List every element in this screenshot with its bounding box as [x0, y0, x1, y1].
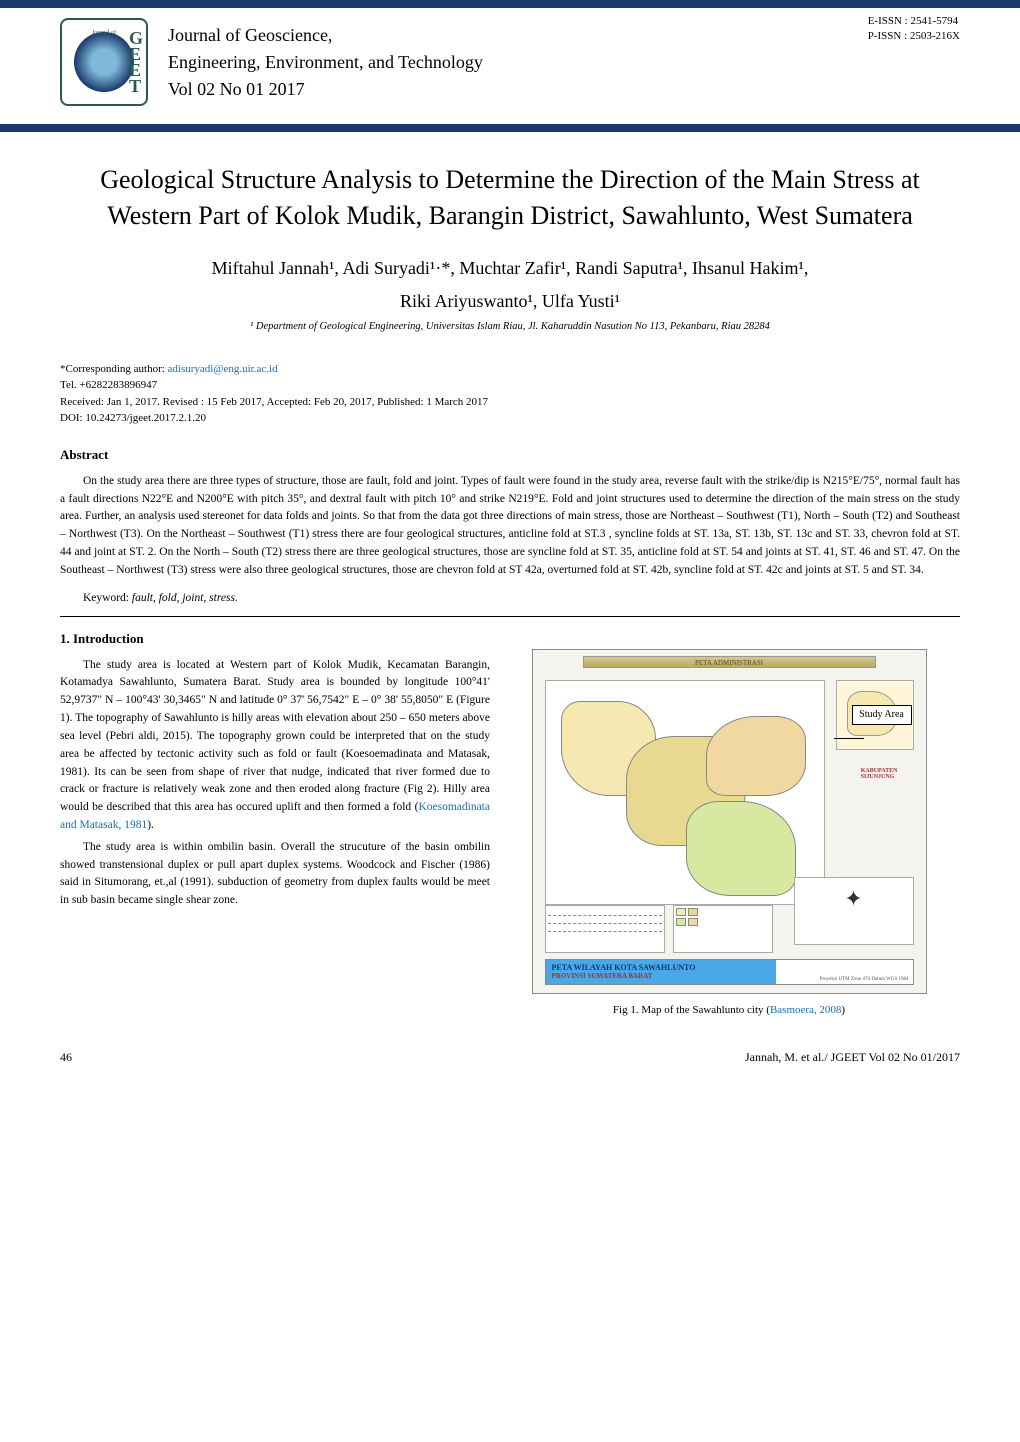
- intro-paragraph-1: The study area is located at Western par…: [60, 657, 490, 835]
- section-divider: [60, 616, 960, 617]
- map-title-band: PETA ADMINISTRASI: [583, 656, 876, 668]
- legend-row: [548, 924, 662, 932]
- corresponding-email-link[interactable]: adisuryadi@eng.uir.ac.id: [168, 363, 278, 375]
- doi-line: DOI: 10.24273/jgeet.2017.2.1.20: [60, 410, 960, 427]
- paper-title: Geological Structure Analysis to Determi…: [60, 162, 960, 235]
- compass-rose-icon: [794, 877, 914, 945]
- e-issn: E-ISSN : 2541-5794: [868, 14, 960, 29]
- logo-acronym: GEET: [129, 30, 142, 95]
- fig-caption-pre: Fig 1. Map of the Sawahlunto city (: [613, 1004, 770, 1016]
- corresponding-author: *Corresponding author: adisuryadi@eng.ui…: [60, 361, 960, 378]
- issn-block: E-ISSN : 2541-5794 P-ISSN : 2503-216X: [868, 14, 960, 45]
- intro-heading: 1. Introduction: [60, 631, 490, 647]
- map-legend-left: [545, 905, 665, 953]
- telephone: Tel. +6282283896947: [60, 377, 960, 394]
- top-bar: [0, 0, 1020, 8]
- fig-caption-post: ): [841, 1004, 845, 1016]
- journal-header: E-ISSN : 2541-5794 P-ISSN : 2503-216X GE…: [0, 8, 1020, 116]
- figure-1-caption: Fig 1. Map of the Sawahlunto city (Basmo…: [514, 1004, 944, 1016]
- legend-swatch: [688, 908, 698, 916]
- keywords-label: Keyword:: [83, 592, 132, 604]
- title-block: Geological Structure Analysis to Determi…: [0, 132, 1020, 347]
- legend-swatch: [676, 908, 686, 916]
- authors-line1: Miftahul Jannah¹, Adi Suryadi¹·*, Muchta…: [60, 255, 960, 282]
- keywords-line: Keyword: fault, fold, joint, stress.: [0, 592, 1020, 612]
- affiliation: ¹ Department of Geological Engineering, …: [60, 321, 960, 332]
- legend-swatch: [676, 918, 686, 926]
- figure-1-map: PETA ADMINISTRASI KABUPATENSOLOK Study A…: [532, 649, 927, 994]
- map-main-panel: [545, 680, 825, 905]
- abstract-heading: Abstract: [60, 447, 960, 463]
- page-footer: 46 Jannah, M. et al./ JGEET Vol 02 No 01…: [0, 1016, 1020, 1083]
- intro-paragraph-2: The study area is within ombilin basin. …: [60, 839, 490, 910]
- two-column-body: 1. Introduction The study area is locate…: [0, 631, 1020, 1016]
- intro-p1-end: ).: [147, 819, 154, 831]
- intro-p1-text: The study area is located at Western par…: [60, 659, 490, 814]
- authors-line2: Riki Ariyuswanto¹, Ulfa Yusti¹: [60, 288, 960, 315]
- map-band-label: PETA WILAYAH KOTA SAWAHLUNTO PROVINSI SU…: [546, 960, 776, 984]
- legend-swatch: [688, 918, 698, 926]
- page-number: 46: [60, 1050, 72, 1065]
- running-head: Jannah, M. et al./ JGEET Vol 02 No 01/20…: [745, 1050, 960, 1065]
- legend-swatch-row: [676, 908, 770, 916]
- journal-logo: GEET: [60, 18, 148, 106]
- fig-caption-citation[interactable]: Basmoera, 2008: [770, 1004, 841, 1016]
- map-label-sijunjung: KABUPATENSIJUNJUNG: [861, 768, 898, 780]
- callout-leader-line: [834, 738, 864, 739]
- legend-row: [548, 908, 662, 916]
- band-line2: PROVINSI SUMATERA BARAT: [552, 972, 776, 980]
- study-area-callout: Study Area: [852, 705, 912, 725]
- left-column: 1. Introduction The study area is locate…: [60, 631, 490, 1016]
- map-region-shape: [706, 716, 806, 796]
- journal-vol: Vol 02 No 01 2017: [168, 76, 483, 103]
- journal-title-block: Journal of Geoscience, Engineering, Envi…: [168, 22, 483, 103]
- meta-block: *Corresponding author: adisuryadi@eng.ui…: [0, 347, 1020, 437]
- logo-globe-icon: [74, 32, 134, 92]
- journal-name-line1: Journal of Geoscience,: [168, 22, 483, 49]
- journal-name-line2: Engineering, Environment, and Technology: [168, 49, 483, 76]
- map-bottom-band: PETA WILAYAH KOTA SAWAHLUNTO PROVINSI SU…: [545, 959, 914, 985]
- abstract-section: Abstract On the study area there are thr…: [0, 437, 1020, 580]
- band-scale-note: Proyeksi UTM Zone 47S Datum WGS 1984: [776, 960, 913, 984]
- keywords-items: fault, fold, joint, stress.: [132, 592, 238, 604]
- legend-swatch-row: [676, 918, 770, 926]
- map-region-shape: [686, 801, 796, 896]
- p-issn: P-ISSN : 2503-216X: [868, 29, 960, 44]
- abstract-text: On the study area there are three types …: [60, 473, 960, 580]
- legend-row: [548, 916, 662, 924]
- header-divider: [0, 124, 1020, 132]
- dates-line: Received: Jan 1, 2017. Revised : 15 Feb …: [60, 394, 960, 411]
- right-column: PETA ADMINISTRASI KABUPATENSOLOK Study A…: [514, 631, 944, 1016]
- corresponding-label: *Corresponding author:: [60, 363, 168, 375]
- band-line1: PETA WILAYAH KOTA SAWAHLUNTO: [552, 963, 776, 972]
- map-legend-middle: [673, 905, 773, 953]
